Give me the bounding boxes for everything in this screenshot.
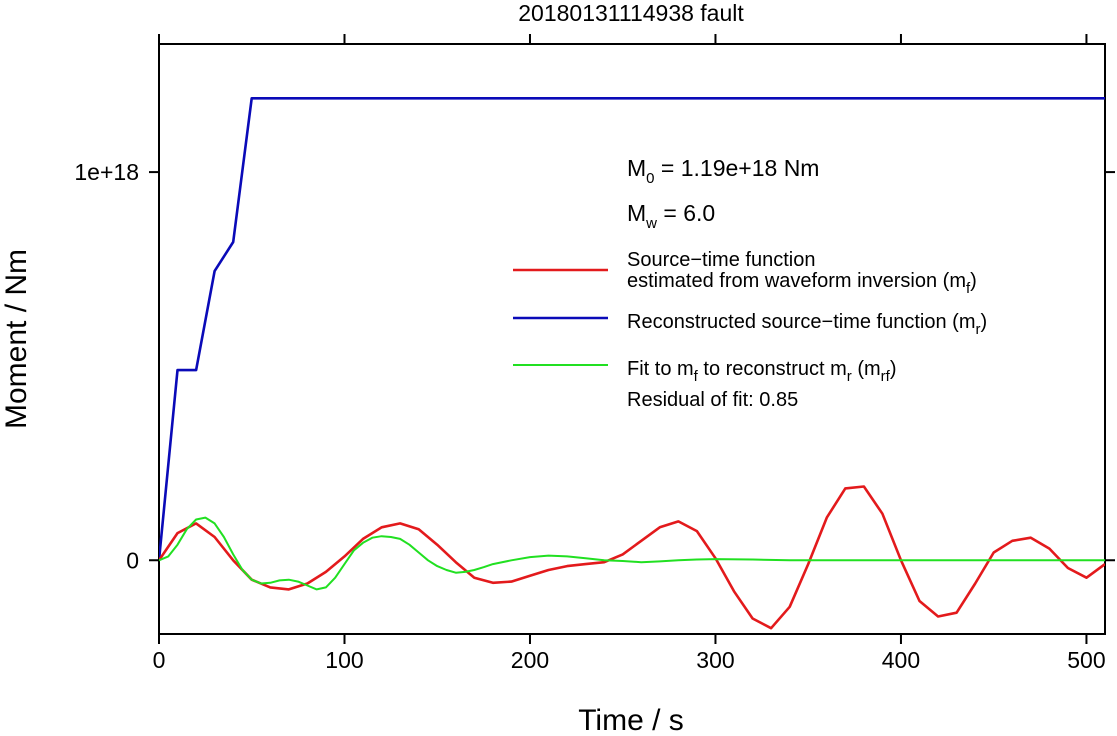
- m0-annotation: M0 = 1.19e+18 Nm: [627, 155, 819, 187]
- x-tick-label: 200: [511, 647, 549, 673]
- y-axis-title: Moment / Nm: [0, 249, 33, 429]
- x-tick-label: 100: [325, 647, 363, 673]
- x-axis-title: Time / s: [578, 704, 684, 736]
- series-layer: [159, 97, 1105, 630]
- legend-label-mrf: Fit to mf to reconstruct mr (mrf): [627, 358, 897, 385]
- legend-label-mf-line2: estimated from waveform inversion (mf): [627, 270, 977, 297]
- legend-label-mr: Reconstructed source−time function (mr): [627, 311, 987, 338]
- annotation-layer: M0 = 1.19e+18 Nm Mw = 6.0 Residual of fit:…: [627, 155, 819, 411]
- residual-annotation: Residual of fit: 0.85: [627, 389, 798, 411]
- x-tick-label: 0: [153, 647, 166, 673]
- y-tick-label: 1e+18: [74, 159, 139, 185]
- plot-frame: [158, 43, 1106, 635]
- x-tick-label: 400: [882, 647, 920, 673]
- x-tick-label: 300: [696, 647, 734, 673]
- x-tick-label: 500: [1067, 647, 1105, 673]
- legend-label-mf: Source−time function: [627, 249, 815, 271]
- axes: 0 100 200 300 400 500 0 1e+18: [74, 34, 1115, 673]
- series-line-mrf: [159, 516, 1105, 591]
- series-line-mf: [159, 485, 1105, 630]
- chart-title: 20180131114938 fault: [518, 0, 744, 26]
- series-line-mr: [159, 97, 1105, 561]
- mw-annotation: Mw = 6.0: [627, 200, 715, 232]
- y-tick-label: 0: [126, 547, 139, 573]
